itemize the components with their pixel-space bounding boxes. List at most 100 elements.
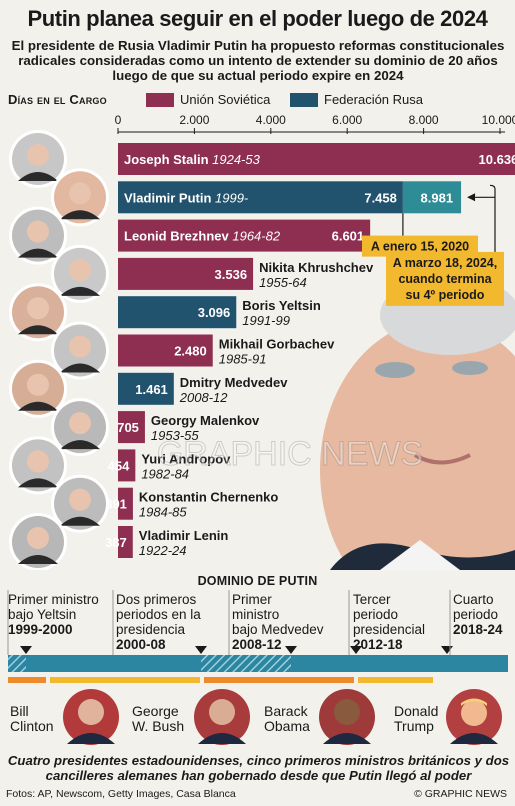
bar-name-label: Mikhail Gorbachev [219, 337, 335, 352]
dominio-title: Dominio de Putin [197, 574, 318, 588]
x-tick-label: 8.000 [409, 113, 439, 127]
us-term-bar [8, 677, 46, 683]
legend-swatch-russian [290, 93, 318, 107]
period-1: Primer ministro bajo Yeltsin 1999-2000 [8, 592, 99, 637]
bar-name-label: Konstantin Chernenko [139, 490, 278, 505]
president-obama: Barack Obama [264, 703, 310, 734]
timeline-marker [20, 646, 32, 654]
clinton-photo [63, 689, 119, 745]
bar-years-label: 1922-24 [139, 543, 187, 558]
period-3: Primer ministro bajo Medvedev 2008-12 [232, 592, 324, 652]
page-subtitle: El presidente de Rusia Vladimir Putin ha… [11, 38, 505, 83]
bush-photo [194, 689, 250, 745]
bar-value-label: 3.536 [215, 267, 248, 282]
legend-item-soviet: Unión Soviética [180, 92, 271, 107]
timeline-marker [441, 646, 453, 654]
bar [118, 334, 213, 367]
x-tick-label: 4.000 [256, 113, 286, 127]
x-tick-label: 10.000 [482, 113, 515, 127]
leader-portrait [51, 244, 109, 303]
bar-years-label: 1985-91 [219, 352, 267, 367]
timeline-marker [350, 646, 362, 654]
president-bush: George W. Bush [132, 703, 185, 734]
bar-value-label: 10.636 [479, 152, 515, 167]
timeline [7, 590, 508, 683]
timeline-marker [285, 646, 297, 654]
bar-years-label: 1955-64 [259, 275, 307, 290]
bar [118, 487, 133, 520]
timeline-hatch-pm2 [201, 655, 291, 672]
bar-years-label: 1991-99 [242, 313, 290, 328]
bar-name-label: Joseph Stalin 1924-53 [124, 152, 261, 167]
leader-portrait [9, 130, 67, 188]
page-title: Putin planea seguir en el poder luego de… [27, 6, 488, 31]
us-term-bar [50, 677, 200, 683]
leader-portrait [51, 168, 109, 227]
timeline-marker [195, 646, 207, 654]
annotation-1: A enero 15, 2020 [371, 240, 469, 254]
president-trump: Donald Trump [394, 703, 439, 734]
bar-name-label: Yuri Andropov [141, 451, 231, 466]
bar-name-label: Vladimir Lenin [139, 528, 229, 543]
x-tick-label: 2.000 [179, 113, 209, 127]
bar-value-label: 387 [105, 535, 127, 550]
leader-portrait [51, 398, 109, 457]
bar-extension-label: 8.981 [421, 190, 454, 205]
annotation-arrowhead [467, 193, 476, 202]
bar-years-label: 2008-12 [179, 390, 228, 405]
leader-portrait [9, 513, 67, 570]
bar-value-label: 6.601 [332, 229, 365, 244]
bar [118, 257, 254, 290]
president-clinton: Bill Clinton [10, 703, 54, 734]
bar [118, 411, 145, 444]
annotation-box-2 [386, 251, 504, 306]
watermark: GRAPHIC NEWS [157, 435, 423, 473]
bar-years-label: 1984-85 [139, 505, 187, 520]
credit: © GRAPHIC NEWS [414, 788, 507, 800]
bar-name-label: Leonid Brezhnev 1964-82 [124, 229, 281, 244]
legend-item-russian: Federación Rusa [324, 92, 423, 107]
bar-value-label: 2.480 [174, 344, 207, 359]
bar-value-label: 3.096 [198, 305, 231, 320]
period-5: Cuarto periodo 2018-24 [453, 592, 503, 637]
legend-label: Días en el Cargo [8, 92, 107, 107]
bar-value-label: 7.458 [364, 190, 397, 205]
obama-photo [319, 689, 375, 745]
bar [118, 181, 403, 214]
bar-extension [402, 181, 462, 214]
trump-photo [446, 689, 502, 745]
leader-portrait [9, 359, 67, 418]
annotation-2: A marzo 18, 2024, cuando termina su 4º per… [393, 256, 497, 302]
bar [118, 372, 174, 405]
bar [118, 526, 133, 558]
sources: Fotos: AP, Newscom, Getty Images, Casa B… [6, 788, 236, 800]
leader-portrait [51, 321, 109, 380]
leader-portrait [9, 436, 67, 495]
bar-name-label: Nikita Khrushchev [259, 260, 374, 275]
bar-name-label: Dmitry Medvedev [180, 375, 288, 390]
bar [118, 143, 515, 175]
period-2: Dos primeros periodos en la presidencia 20… [116, 592, 201, 652]
footer-text: Cuatro presidentes estadounidenses, cinc… [7, 753, 510, 783]
bar-years-label: 1953-55 [151, 428, 199, 443]
annotation-arrow-2 [489, 184, 496, 252]
us-term-bar [204, 677, 354, 683]
timeline-hatch-pm1 [8, 655, 26, 672]
x-tick-label: 0 [115, 113, 122, 127]
bar-name-label: Boris Yeltsin [242, 298, 321, 313]
bar [118, 296, 237, 329]
bar-years-label: 1982-84 [141, 466, 189, 481]
x-tick-label: 6.000 [332, 113, 362, 127]
bar-value-label: 391 [105, 497, 127, 512]
us-term-bar [358, 677, 433, 683]
bar-name-label: Vladimir Putin 1999- [124, 190, 249, 205]
legend: Días en el Cargo Unión Soviética Federac… [8, 91, 508, 109]
leader-portrait [9, 206, 67, 265]
bar [118, 219, 371, 252]
bar-name-label: Georgy Malenkov [151, 413, 260, 428]
bar-chart: 0 2.000 4.000 6.000 8.000 10.000 10.636 Joseph… [9, 113, 515, 570]
putin-portrait [320, 275, 515, 570]
leader-portrait [51, 474, 109, 533]
bar-value-label: 1.461 [135, 382, 168, 397]
legend-swatch-soviet [146, 93, 174, 107]
